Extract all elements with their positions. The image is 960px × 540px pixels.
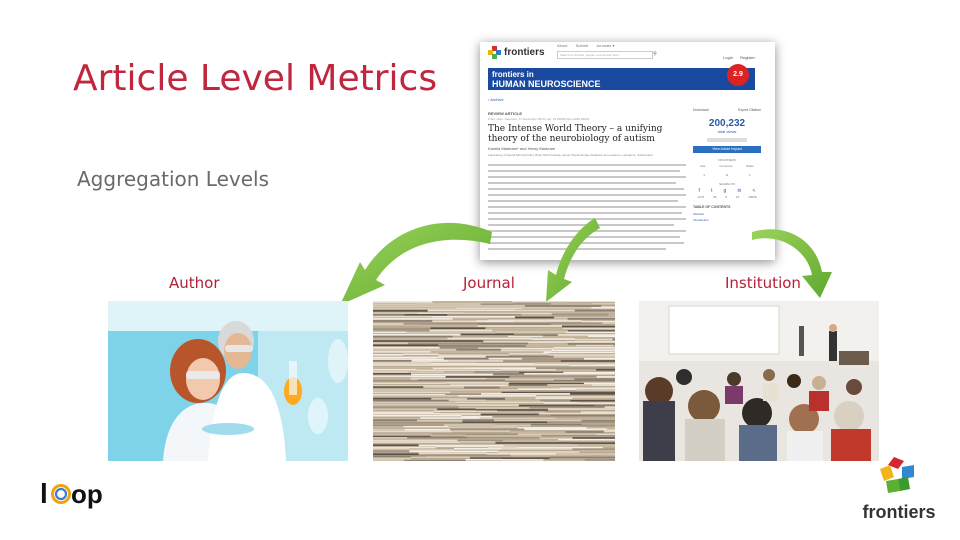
nav-about[interactable]: About [557, 43, 568, 48]
nav-submit[interactable]: Submit [575, 43, 589, 48]
google-plus-icon[interactable]: g [723, 188, 727, 194]
share-count-google: 8 [725, 195, 727, 199]
article-screenshot: frontiers About Submit Journals ▾ Search… [480, 42, 775, 260]
auth-links: Login Register [717, 55, 755, 60]
slide-title: Article Level Metrics [73, 58, 438, 99]
article-type: REVIEW ARTICLE [488, 111, 523, 116]
arrow-to-author [340, 222, 492, 305]
frontiers-logo-text: frontiers [862, 502, 936, 522]
social-stats-labels: Like Comment Share [693, 164, 761, 168]
facebook-icon[interactable]: f [698, 188, 700, 194]
search-input[interactable]: Search for articles, people, events and … [557, 51, 653, 59]
view-impact-button[interactable]: View Article Impact [693, 146, 761, 153]
article-affiliation: Laboratory of Neural Microcircuitry, Bra… [488, 153, 653, 157]
abstract-text [488, 164, 686, 254]
share-icon[interactable]: < [752, 188, 756, 194]
share-count-twitter: 66 [713, 195, 717, 199]
nav-journals[interactable]: Journals ▾ [596, 43, 615, 48]
toc-introduction[interactable]: Introduction [693, 218, 709, 222]
like-label[interactable]: Like [699, 164, 706, 168]
frontiers-logo-icon [488, 46, 501, 59]
share-counts: 1275 66 8 15 19598 [693, 195, 761, 199]
altmetric-bar[interactable] [707, 138, 747, 142]
frontiers-cubes-icon [880, 457, 914, 493]
journal-photo [373, 301, 615, 461]
journal-banner-line2: HUMAN NEUROSCIENCE [492, 79, 601, 89]
like-count: 4 [703, 173, 705, 177]
toc-title: TABLE OF CONTENTS [693, 205, 731, 209]
level-label-institution: Institution [725, 274, 801, 292]
search-icon[interactable]: ⚲ [653, 51, 657, 57]
total-views-count: 200,232 [708, 118, 746, 129]
article-meta: Front. Hum. Neurosci., 17 December 2010 … [488, 117, 590, 121]
loop-logo-l: l [40, 478, 48, 509]
total-views-label: total views [717, 129, 737, 134]
comment-count: 11 [725, 173, 729, 177]
social-stats-values: 4 11 1 [693, 173, 761, 177]
register-link[interactable]: Register [740, 55, 755, 60]
level-label-journal: Journal [463, 274, 515, 292]
article-title: The Intense World Theory – a unifying th… [488, 124, 663, 144]
subtitle: Aggregation Levels [77, 167, 269, 191]
article-authors[interactable]: Kamila Markram* and Henry Markram [488, 146, 556, 151]
institution-photo [639, 301, 879, 461]
article-sidebar: Download Export Citation 200,232 total v… [693, 108, 761, 224]
frontiers-label: FRONTIERS [718, 158, 736, 162]
level-label-author: Author [169, 274, 220, 292]
linkedin-icon[interactable]: in [737, 188, 742, 194]
share-count-total: 19598 [748, 195, 757, 199]
share-count-linkedin: 15 [735, 195, 740, 199]
journal-banner[interactable]: frontiers in HUMAN NEUROSCIENCE 2.9 [488, 64, 755, 90]
share-count-facebook: 1275 [697, 195, 705, 199]
site-nav: About Submit Journals ▾ [557, 43, 621, 48]
journal-banner-line1: frontiers in [492, 70, 534, 79]
frontiers-logo: frontiers [858, 455, 940, 522]
login-link[interactable]: Login [723, 55, 733, 60]
share-on-label: SHARE ON [719, 182, 735, 186]
archive-link[interactable]: ‹ Archive [488, 97, 504, 102]
export-citation-button[interactable]: Export Citation [738, 108, 761, 112]
toc-abstract[interactable]: Abstract [693, 212, 705, 216]
impact-factor-badge: 2.9 [727, 64, 749, 86]
loop-logo: l op [40, 478, 103, 509]
author-photo [108, 301, 348, 461]
site-logo-text[interactable]: frontiers [504, 47, 545, 58]
loop-logo-text: op [71, 479, 103, 509]
download-button[interactable]: Download [693, 108, 709, 112]
share-count: 1 [749, 173, 751, 177]
article-top-nav: frontiers About Submit Journals ▾ Search… [480, 42, 775, 64]
twitter-icon[interactable]: t [711, 188, 713, 194]
share-label[interactable]: Share [746, 164, 755, 168]
comment-label[interactable]: Comment [719, 164, 733, 168]
share-icons: f t g in < [693, 188, 761, 194]
